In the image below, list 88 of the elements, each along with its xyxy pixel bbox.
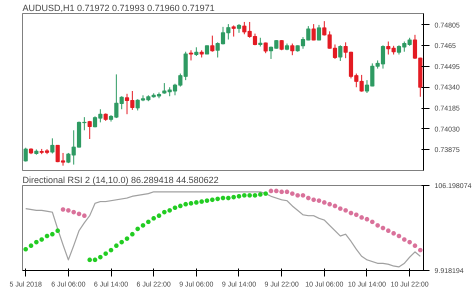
point (332, 204, 338, 208)
point (50, 232, 55, 237)
point (119, 240, 124, 244)
point (146, 220, 151, 224)
point (220, 196, 226, 200)
point (124, 236, 130, 241)
point (92, 258, 98, 262)
point (108, 248, 114, 252)
point (364, 216, 370, 222)
point (236, 194, 242, 199)
point (167, 208, 172, 213)
point (55, 228, 60, 233)
point (178, 204, 183, 208)
candlestick (338, 44, 342, 62)
point (151, 216, 156, 221)
chart-title: AUDUSD,H1 0.71972 0.71993 0.71960 0.71971 (22, 3, 215, 13)
point (156, 213, 162, 218)
point (76, 212, 82, 216)
point (98, 254, 103, 260)
point (338, 206, 343, 211)
point (354, 212, 359, 218)
point (375, 223, 380, 228)
point (34, 240, 39, 244)
point (343, 208, 348, 213)
point (407, 240, 412, 244)
point (199, 199, 204, 204)
point (391, 231, 396, 236)
candlestick (24, 147, 28, 162)
point (290, 191, 295, 196)
point (274, 188, 279, 194)
point (380, 226, 386, 230)
point (87, 258, 92, 262)
point (252, 193, 258, 198)
point (396, 234, 402, 238)
point (263, 191, 268, 196)
point (183, 202, 188, 207)
candlestick (290, 43, 294, 56)
candlestick (88, 120, 92, 140)
point (306, 196, 311, 200)
point (348, 210, 354, 216)
candlestick (188, 50, 194, 61)
point (215, 196, 220, 202)
point (28, 243, 34, 248)
candlestick (50, 138, 54, 154)
point (44, 234, 50, 238)
point (258, 192, 263, 197)
point (327, 202, 332, 207)
point (295, 193, 300, 198)
point (103, 251, 108, 256)
point (135, 226, 140, 232)
candlestick (210, 35, 214, 52)
point (23, 246, 28, 252)
point (316, 198, 322, 203)
point (140, 223, 146, 228)
point (71, 210, 76, 214)
point (418, 248, 423, 252)
point (268, 188, 274, 194)
line-series (25, 191, 421, 268)
point (247, 193, 252, 198)
point (231, 194, 236, 200)
point (39, 237, 44, 242)
point (60, 207, 66, 212)
point (402, 237, 407, 242)
point (66, 208, 71, 213)
point (162, 210, 167, 214)
point (300, 193, 306, 198)
point (279, 190, 284, 194)
point (322, 200, 327, 205)
point (130, 232, 135, 237)
point (412, 243, 418, 248)
point (114, 243, 119, 248)
candlestick (312, 24, 316, 42)
point (359, 215, 364, 220)
point (226, 196, 231, 200)
point (386, 228, 391, 233)
point (188, 201, 194, 206)
point (204, 198, 210, 203)
point (242, 193, 247, 198)
chart-title: Directional RSI 2 (14,10.0) 86.289418 44.580622 (22, 175, 219, 185)
point (210, 198, 215, 202)
point (172, 205, 178, 210)
point (284, 190, 290, 194)
point (370, 220, 375, 224)
point (82, 213, 87, 218)
point (311, 198, 316, 202)
candlestick (316, 24, 322, 42)
candlestick (232, 24, 236, 38)
point (194, 200, 199, 205)
